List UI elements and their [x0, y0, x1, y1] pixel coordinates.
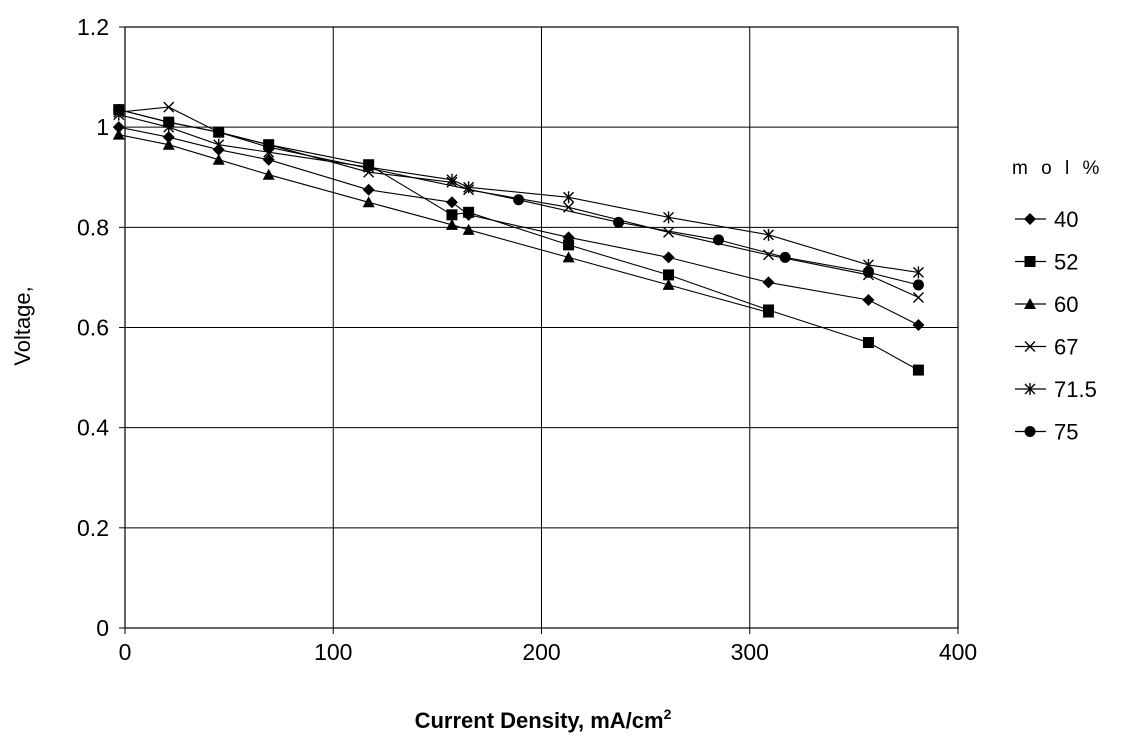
- y-tick-label: 0.2: [77, 515, 109, 541]
- data-point: [912, 266, 924, 279]
- data-point: [213, 126, 225, 138]
- legend-label: 71.5: [1054, 377, 1097, 402]
- x-tick-label: 200: [522, 639, 560, 665]
- data-point: [663, 226, 675, 238]
- data-point: [563, 191, 575, 204]
- data-point: [262, 153, 275, 166]
- data-point: [562, 251, 575, 263]
- data-point: [862, 266, 874, 278]
- legend-item: 60: [1015, 292, 1078, 317]
- legend-marker: [1024, 298, 1036, 309]
- data-point: [663, 269, 675, 281]
- x-axis-label-superscript: 2: [664, 706, 672, 722]
- data-point: [912, 279, 924, 291]
- series-line: [118, 109, 919, 286]
- legend-marker: [1024, 383, 1036, 395]
- data-point: [363, 161, 375, 174]
- series-75: [113, 104, 924, 291]
- legend-item: 75: [1015, 420, 1078, 445]
- data-point: [912, 318, 925, 331]
- y-tick-label: 1.2: [77, 14, 109, 40]
- data-point: [162, 138, 175, 150]
- data-point: [112, 128, 125, 140]
- data-point: [862, 337, 874, 349]
- data-point: [362, 183, 375, 196]
- data-point: [213, 138, 225, 151]
- data-point: [762, 249, 774, 261]
- series-60: [112, 128, 775, 318]
- data-point: [112, 121, 125, 134]
- data-point: [713, 234, 725, 246]
- legend-item: 40: [1015, 207, 1078, 232]
- data-point: [762, 228, 774, 241]
- legend-marker: [1024, 341, 1036, 352]
- data-point: [263, 141, 275, 153]
- data-point: [445, 196, 458, 209]
- data-point: [663, 211, 675, 224]
- legend-label: 75: [1054, 420, 1078, 445]
- x-tick-label: 0: [119, 639, 132, 665]
- data-point: [262, 168, 275, 180]
- data-point: [662, 278, 675, 290]
- legend-label: 60: [1054, 292, 1078, 317]
- data-point: [362, 196, 375, 208]
- data-point: [862, 293, 875, 306]
- legend-item: 52: [1015, 250, 1078, 275]
- data-point: [212, 153, 225, 165]
- data-point: [446, 173, 458, 186]
- data-point: [163, 101, 175, 113]
- series-lines: [112, 101, 925, 376]
- legend-items: 40 52 60 67 71.5 75: [1015, 207, 1097, 445]
- data-point: [613, 216, 625, 228]
- y-tick-label: 0: [96, 615, 109, 641]
- data-point: [513, 194, 525, 206]
- data-point: [912, 364, 924, 376]
- legend-label: 40: [1054, 207, 1078, 232]
- y-tick-label: 0.4: [77, 415, 109, 441]
- data-point: [662, 251, 675, 264]
- data-point: [113, 104, 125, 116]
- data-point: [762, 276, 775, 289]
- series-line: [118, 134, 769, 314]
- data-point: [162, 131, 175, 144]
- x-tick-label: 100: [314, 639, 352, 665]
- data-point: [563, 239, 575, 251]
- y-tick-label: 1: [96, 114, 109, 140]
- data-point: [762, 306, 775, 318]
- series-line: [118, 126, 919, 326]
- legend-item: 67: [1015, 335, 1078, 360]
- legend-title: m o l %: [1012, 158, 1103, 179]
- data-point: [462, 223, 475, 235]
- legend-item: 71.5: [1015, 377, 1097, 402]
- y-tick-label: 0.6: [77, 315, 109, 341]
- x-axis-label: Current Density, mA/cm2: [415, 706, 672, 733]
- legend: m o l % 40 52 60 67 71.5 75: [1012, 158, 1103, 445]
- data-point: [463, 181, 475, 194]
- data-point: [163, 116, 175, 128]
- y-tick-label: 0.8: [77, 214, 109, 240]
- x-tick-label: 400: [939, 639, 977, 665]
- legend-label: 67: [1054, 335, 1078, 360]
- legend-marker: [1024, 426, 1036, 437]
- legend-label: 52: [1054, 250, 1078, 275]
- data-point: [446, 209, 458, 221]
- series-line: [118, 114, 919, 273]
- data-point: [912, 291, 924, 303]
- data-point: [463, 206, 475, 218]
- data-point: [445, 218, 458, 230]
- y-axis-label: Voltage,: [10, 286, 35, 366]
- data-point: [779, 251, 791, 263]
- x-tick-label: 300: [731, 639, 769, 665]
- legend-marker: [1024, 213, 1036, 225]
- legend-marker: [1024, 256, 1036, 267]
- axis-ticks: 0 0.2 0.4 0.6 0.8 1 1.2 0 100 200 300 400: [77, 14, 977, 665]
